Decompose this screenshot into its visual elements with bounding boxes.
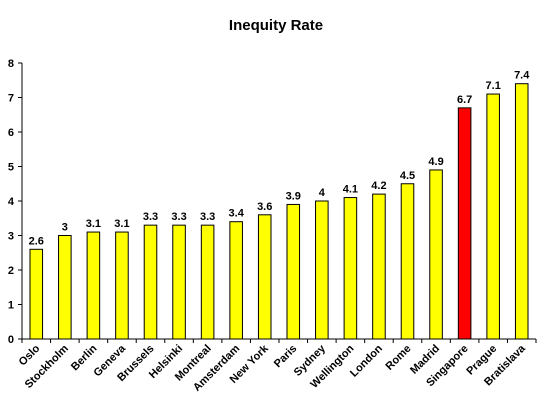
data-label: 3.6 — [257, 201, 272, 213]
category-label: Oslo — [17, 342, 43, 368]
y-tick-label: 8 — [8, 58, 14, 70]
data-label: 4.2 — [371, 180, 386, 192]
bar — [457, 107, 472, 340]
data-label: 4 — [319, 187, 326, 199]
bar — [486, 93, 500, 340]
y-tick-label: 2 — [8, 265, 14, 277]
y-tick-label: 0 — [8, 334, 14, 346]
bar — [429, 169, 443, 340]
data-label: 3.4 — [229, 208, 245, 220]
bar — [400, 183, 415, 340]
category-label: London — [348, 342, 385, 379]
data-label: 4.9 — [428, 156, 443, 168]
bar — [343, 197, 358, 340]
data-label: 4.1 — [343, 184, 358, 196]
y-tick-label: 5 — [8, 162, 14, 174]
bar — [58, 235, 72, 340]
data-label: 3 — [62, 222, 68, 234]
bar — [172, 224, 186, 340]
bar — [229, 221, 243, 340]
bar — [143, 224, 158, 340]
data-label: 3.1 — [86, 218, 101, 230]
y-tick-label: 6 — [8, 127, 14, 139]
data-label: 3.3 — [143, 211, 158, 223]
data-label: 6.7 — [457, 94, 472, 106]
data-label: 2.6 — [29, 235, 44, 247]
bar — [315, 200, 329, 340]
bar — [372, 193, 386, 340]
bar — [86, 231, 101, 340]
y-tick-label: 7 — [8, 93, 14, 105]
bar — [286, 203, 301, 340]
data-label: 3.3 — [200, 211, 215, 223]
y-tick-label: 4 — [8, 196, 15, 208]
data-label: 7.1 — [486, 80, 501, 92]
bar — [115, 231, 129, 340]
y-axis: 0 1 2 3 4 5 6 7 8 — [8, 58, 23, 346]
y-tick-label: 1 — [8, 300, 14, 312]
bar — [200, 224, 215, 340]
x-axis: OsloStockholmBerlinGenevaBrusselsHelsink… — [17, 338, 537, 394]
bar — [29, 248, 44, 340]
bars — [29, 83, 529, 340]
data-label: 3.9 — [286, 190, 301, 202]
bar — [514, 83, 529, 340]
data-label: 3.1 — [114, 218, 129, 230]
y-tick-label: 3 — [8, 231, 14, 243]
data-labels: 2.6 3 3.1 3.1 3.3 3.3 3.3 3.4 3.6 3.9 4 4.1 4.2 4.5 4.… — [29, 70, 531, 248]
data-label: 7.4 — [514, 70, 530, 82]
data-label: 4.5 — [400, 170, 415, 182]
bar — [257, 214, 272, 340]
chart-title: Inequity Rate — [229, 17, 323, 34]
data-label: 3.3 — [171, 211, 186, 223]
